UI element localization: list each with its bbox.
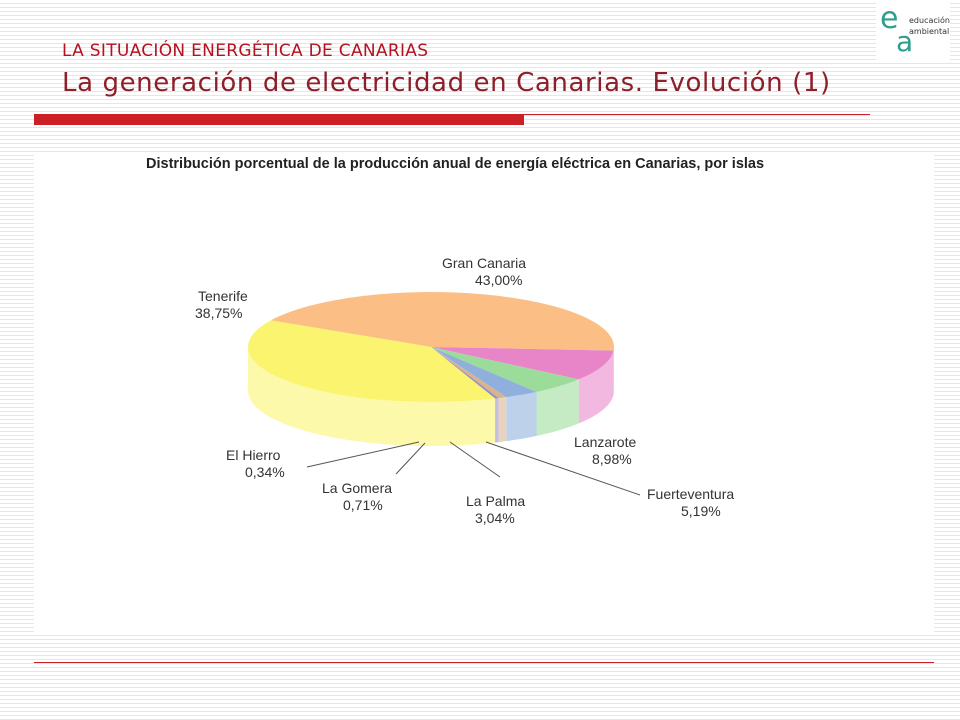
pie-slice-lanzarote — [431, 347, 614, 380]
label-value-gran-canaria: 43,00% — [475, 272, 522, 288]
pie-side-tenerife — [248, 347, 496, 447]
logo-text-educacion: educación — [909, 16, 950, 25]
label-name-lanzarote: Lanzarote — [574, 434, 636, 450]
leader-line-el-hierro — [306, 441, 420, 468]
section-supertitle: LA SITUACIÓN ENERGÉTICA DE CANARIAS — [62, 41, 429, 61]
pie-side-lanzarote — [578, 350, 614, 424]
chart-title: Distribución porcentual de la producción… — [146, 156, 764, 172]
leader-line-la-gomera — [395, 442, 426, 475]
title-underline-bar — [34, 115, 524, 125]
pie-leader-lines — [306, 441, 641, 496]
chart-panel: Distribución porcentual de la producción… — [34, 154, 934, 634]
label-value-lanzarote: 8,98% — [592, 451, 632, 467]
pie-slice-la-gomera — [431, 347, 507, 399]
label-name-tenerife: Tenerife — [198, 288, 248, 304]
label-value-fuerteventura: 5,19% — [681, 503, 721, 519]
label-name-la-palma: La Palma — [466, 493, 525, 509]
label-name-el-hierro: El Hierro — [226, 447, 281, 463]
label-value-la-palma: 3,04% — [475, 510, 515, 526]
pie-slice-fuerteventura — [431, 347, 579, 392]
pie-slice-gran-canaria — [270, 292, 614, 351]
leader-line-la-palma — [449, 441, 501, 478]
pie-side-la-palma — [506, 391, 537, 442]
footer-line — [34, 662, 934, 663]
label-value-el-hierro: 0,34% — [245, 464, 285, 480]
pie-side-fuerteventura — [536, 379, 579, 436]
logo-letter-a: a — [896, 25, 914, 58]
label-value-la-gomera: 0,71% — [343, 497, 383, 513]
logo-text-ambiental: ambiental — [909, 27, 950, 36]
slide-title: La generación de electricidad en Canaria… — [62, 68, 831, 98]
pie-slice-el-hierro — [431, 347, 499, 399]
pie-slice-la-palma — [431, 347, 537, 398]
label-value-tenerife: 38,75% — [195, 305, 242, 321]
pie-side-la-gomera — [498, 397, 507, 443]
pie-slice-tenerife — [248, 320, 496, 402]
title-underline-thin — [34, 114, 870, 115]
pie-chart: Distribución porcentual de la producción… — [146, 156, 764, 526]
leader-line-fuerteventura — [485, 441, 641, 496]
label-name-gran-canaria: Gran Canaria — [442, 255, 526, 271]
pie-top — [248, 292, 614, 402]
pie-sides — [248, 347, 614, 447]
label-name-fuerteventura: Fuerteventura — [647, 486, 734, 502]
logo-letter-e: e — [880, 1, 899, 36]
label-name-la-gomera: La Gomera — [322, 480, 392, 496]
pie-side-el-hierro — [495, 398, 499, 443]
educacion-ambiental-logo: e a educación ambiental — [876, 2, 950, 60]
